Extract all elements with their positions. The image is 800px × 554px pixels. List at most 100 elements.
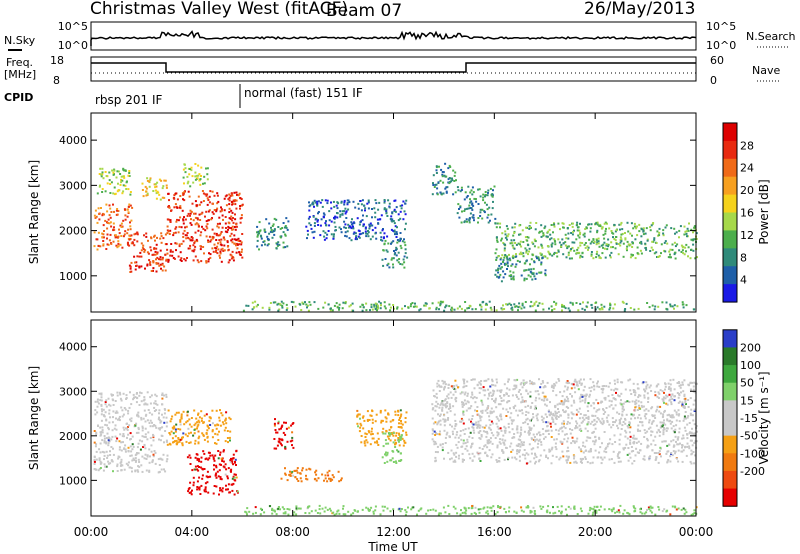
data-cell xyxy=(224,473,227,476)
data-cell xyxy=(601,226,604,229)
data-cell xyxy=(177,411,180,414)
data-cell xyxy=(183,163,186,166)
data-cell xyxy=(395,432,398,435)
data-cell xyxy=(672,450,675,453)
data-cell xyxy=(380,304,382,307)
data-cell xyxy=(473,431,476,434)
data-cell xyxy=(211,429,214,432)
data-cell xyxy=(639,241,641,244)
data-cell xyxy=(628,401,631,403)
data-cell xyxy=(479,215,482,217)
data-cell xyxy=(666,414,669,417)
data-cell xyxy=(694,454,697,457)
data-cell xyxy=(154,239,156,242)
data-cell xyxy=(494,222,497,225)
data-cell xyxy=(141,182,144,185)
data-cell xyxy=(531,383,534,386)
data-cell xyxy=(525,277,528,280)
data-cell xyxy=(631,462,634,465)
data-cell xyxy=(463,380,465,383)
data-cell xyxy=(669,303,672,306)
data-cell xyxy=(489,410,492,413)
data-cell xyxy=(446,405,449,408)
data-cell xyxy=(268,306,271,309)
data-cell xyxy=(567,254,570,257)
data-cell xyxy=(256,239,259,242)
data-cell xyxy=(496,275,499,278)
data-cell xyxy=(511,263,514,266)
data-cell xyxy=(279,303,282,306)
data-cell xyxy=(138,394,141,397)
data-cell xyxy=(127,412,130,415)
data-cell xyxy=(162,237,165,240)
data-cell xyxy=(537,256,540,259)
data-cell xyxy=(642,229,645,232)
data-cell xyxy=(690,453,693,456)
data-cell xyxy=(511,244,514,247)
data-cell xyxy=(633,308,636,311)
data-cell xyxy=(115,410,118,413)
data-cell xyxy=(479,419,482,422)
data-cell xyxy=(580,383,583,386)
data-cell xyxy=(112,399,115,402)
data-cell xyxy=(355,236,358,239)
data-cell xyxy=(645,248,648,251)
data-cell xyxy=(656,431,659,434)
data-cell xyxy=(116,213,119,216)
data-cell xyxy=(635,441,638,444)
data-cell xyxy=(554,405,556,408)
data-cell xyxy=(512,406,515,409)
data-cell xyxy=(521,386,524,389)
data-cell xyxy=(612,397,615,400)
data-cell xyxy=(567,237,570,240)
data-cell xyxy=(120,222,123,225)
data-cell xyxy=(470,207,473,210)
data-cell xyxy=(578,380,581,383)
data-cell xyxy=(496,417,499,420)
data-cell xyxy=(172,427,175,430)
data-cell xyxy=(206,481,209,484)
data-cell xyxy=(567,232,570,235)
data-cell xyxy=(447,383,450,386)
y-tick-label: 4000 xyxy=(59,134,87,147)
data-cell xyxy=(548,252,551,255)
data-cell xyxy=(546,425,549,428)
data-cell xyxy=(393,250,395,252)
data-cell xyxy=(447,451,450,454)
data-cell xyxy=(100,175,103,178)
data-cell xyxy=(695,425,698,427)
data-cell xyxy=(435,306,438,309)
data-cell xyxy=(432,182,434,185)
data-cell xyxy=(503,442,506,445)
data-cell xyxy=(638,407,641,410)
data-cell xyxy=(129,221,131,224)
data-cell xyxy=(474,409,476,412)
data-cell xyxy=(555,412,557,415)
data-cell xyxy=(693,225,696,228)
data-cell xyxy=(155,247,158,250)
data-cell xyxy=(352,227,355,230)
data-cell xyxy=(201,432,204,435)
data-cell xyxy=(177,437,180,439)
data-cell xyxy=(231,477,234,480)
data-cell xyxy=(588,395,591,398)
data-cell xyxy=(256,245,259,248)
data-cell xyxy=(445,186,448,189)
data-cell xyxy=(670,440,673,443)
data-cell xyxy=(520,441,523,444)
data-cell xyxy=(399,439,402,441)
data-cell xyxy=(280,425,283,428)
data-cell xyxy=(125,188,128,190)
data-cell xyxy=(661,390,664,393)
data-cell xyxy=(391,457,394,460)
data-cell xyxy=(695,232,698,235)
data-cell xyxy=(385,212,388,215)
data-cell xyxy=(231,225,234,228)
data-cell xyxy=(544,430,547,433)
data-cell xyxy=(484,191,487,193)
data-cell xyxy=(640,240,643,243)
data-cell xyxy=(490,411,493,414)
data-cell xyxy=(317,307,320,310)
data-cell xyxy=(379,513,382,516)
data-cell xyxy=(531,381,533,384)
